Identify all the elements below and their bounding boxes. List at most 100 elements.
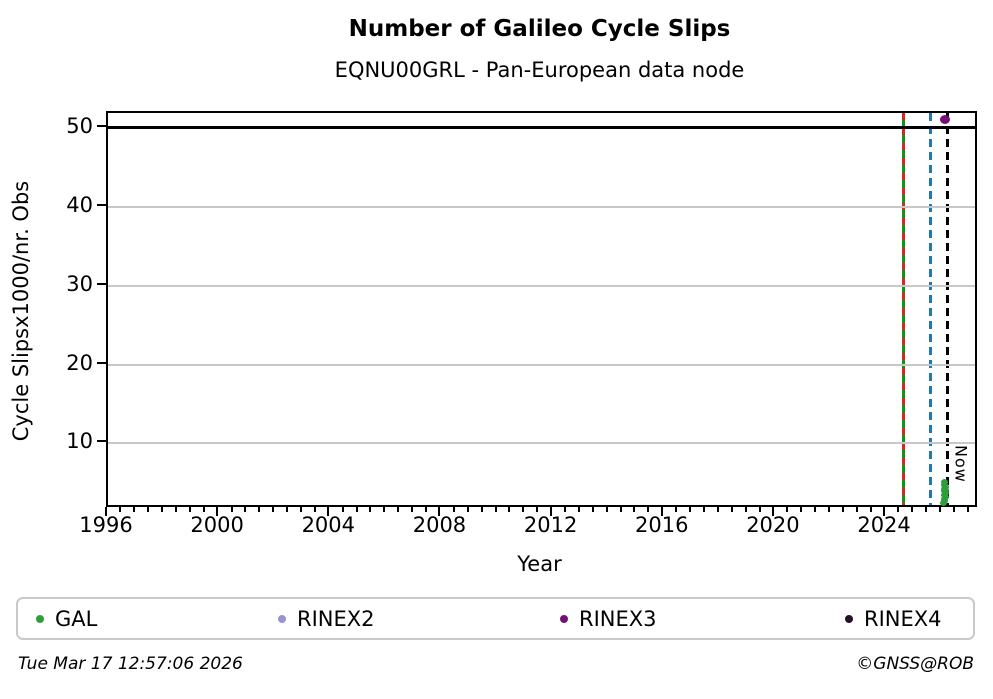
x-minor-tick <box>411 507 414 512</box>
x-minor-tick <box>258 507 261 512</box>
x-minor-tick <box>855 507 858 512</box>
x-tick-label: 2024 <box>857 513 911 537</box>
rinex4-marker-icon <box>845 614 853 623</box>
x-minor-tick <box>313 507 316 512</box>
x-major-tick <box>549 507 552 516</box>
x-axis-label: Year <box>517 552 562 576</box>
x-major-tick <box>438 507 441 516</box>
x-minor-tick <box>758 507 761 512</box>
x-minor-tick <box>355 507 358 512</box>
y-major-tick <box>97 440 106 443</box>
x-tick-label: 2000 <box>190 513 244 537</box>
x-minor-tick <box>869 507 872 512</box>
x-minor-tick <box>147 507 150 512</box>
y-gridline <box>108 363 975 366</box>
x-minor-tick <box>466 507 469 512</box>
x-minor-tick <box>272 507 275 512</box>
event-line <box>901 113 905 505</box>
x-minor-tick <box>675 507 678 512</box>
y-major-tick <box>97 203 106 206</box>
y-major-tick <box>97 124 106 127</box>
x-minor-tick <box>161 507 164 512</box>
x-minor-tick <box>341 507 344 512</box>
x-minor-tick <box>911 507 914 512</box>
gal-marker-icon <box>36 614 44 623</box>
x-minor-tick <box>744 507 747 512</box>
x-minor-tick <box>480 507 483 512</box>
x-minor-tick <box>300 507 303 512</box>
x-minor-tick <box>425 507 428 512</box>
y-tick-label: 40 <box>66 192 93 217</box>
x-major-tick <box>771 507 774 516</box>
x-minor-tick <box>841 507 844 512</box>
x-major-tick <box>216 507 219 516</box>
x-tick-label: 1996 <box>79 513 133 537</box>
x-minor-tick <box>730 507 733 512</box>
now-label: Now <box>951 445 971 483</box>
y-axis-label: Cycle Slipsx1000/nr. Obs <box>9 180 33 442</box>
x-minor-tick <box>494 507 497 512</box>
rinex3-marker-icon <box>560 614 568 623</box>
chart-title: Number of Galileo Cycle Slips <box>348 16 731 42</box>
x-minor-tick <box>939 507 942 512</box>
rinex2-marker-icon <box>278 614 286 623</box>
x-minor-tick <box>564 507 566 512</box>
legend-box: GAL RINEX2 RINEX3 RINEX4 <box>16 597 975 640</box>
y-tick-label: 20 <box>66 350 93 375</box>
x-minor-tick <box>536 507 539 512</box>
x-minor-tick <box>397 507 400 512</box>
x-minor-tick <box>702 507 705 512</box>
x-minor-tick <box>369 507 372 512</box>
x-major-tick <box>660 507 663 516</box>
legend-label: RINEX2 <box>297 606 375 631</box>
x-major-tick <box>327 507 330 516</box>
x-minor-tick <box>633 507 636 512</box>
y-major-tick <box>97 282 106 285</box>
x-minor-tick <box>174 507 177 512</box>
x-minor-tick <box>202 507 205 512</box>
rinex3-point <box>940 115 951 125</box>
x-tick-label: 2012 <box>523 513 578 537</box>
x-minor-tick <box>716 507 719 512</box>
x-minor-tick <box>188 507 191 512</box>
x-minor-tick <box>577 507 580 512</box>
gal-point <box>942 487 950 494</box>
x-minor-tick <box>119 507 122 512</box>
footer-timestamp: Tue Mar 17 12:57:06 2026 <box>18 654 243 674</box>
legend-item-rinex4: RINEX4 <box>845 599 942 638</box>
legend-label: RINEX4 <box>864 606 942 631</box>
x-minor-tick <box>230 507 233 512</box>
x-tick-label: 2008 <box>412 513 467 537</box>
x-minor-tick <box>286 507 289 512</box>
footer-credit: ©GNSS@ROB <box>856 654 974 674</box>
y-tick-label: 10 <box>66 429 93 454</box>
gal-point <box>941 479 949 486</box>
y-gridline <box>108 284 975 287</box>
x-tick-label: 2016 <box>635 513 689 537</box>
y-gridline <box>108 205 975 208</box>
y-major-tick <box>97 361 106 364</box>
x-minor-tick <box>925 507 928 512</box>
legend-label: RINEX3 <box>579 606 657 631</box>
x-minor-tick <box>786 507 789 512</box>
x-minor-tick <box>605 507 608 512</box>
x-minor-tick <box>800 507 803 512</box>
y-tick-label: 30 <box>66 271 93 296</box>
event-line <box>929 113 933 505</box>
x-minor-tick <box>647 507 650 512</box>
x-minor-tick <box>591 507 594 512</box>
x-major-tick <box>883 507 886 516</box>
threshold-line <box>108 126 975 130</box>
y-gridline <box>108 442 975 445</box>
x-tick-label: 2004 <box>301 513 356 537</box>
x-tick-label: 2020 <box>746 513 800 537</box>
x-minor-tick <box>508 507 511 512</box>
chart-subtitle: EQNU00GRL - Pan-European data node <box>334 58 745 82</box>
x-minor-tick <box>953 507 956 512</box>
x-minor-tick <box>522 507 525 512</box>
legend-item-gal: GAL <box>36 599 97 638</box>
legend-label: GAL <box>55 606 98 631</box>
x-minor-tick <box>966 507 969 512</box>
plot-area: Now <box>106 111 977 507</box>
